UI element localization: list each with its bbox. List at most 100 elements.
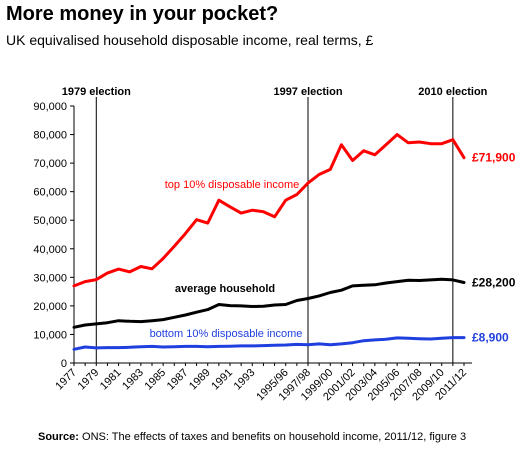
data-point [351,341,354,344]
data-point [95,323,98,325]
data-point [407,337,410,339]
data-point [396,133,398,136]
data-point [73,348,75,351]
data-point [440,142,443,145]
data-point [229,345,231,347]
data-point [429,279,432,281]
data-point [340,289,343,291]
data-point [151,345,153,348]
data-point [106,321,109,324]
data-point [206,308,209,311]
data-point [440,337,443,339]
source-note: Source: ONS: The effects of taxes and be… [38,431,466,443]
y-tick-label: 10,000 [33,329,67,341]
data-point [418,279,421,282]
election-label: 1979 election [62,86,131,98]
data-point [106,346,109,349]
data-point [151,267,153,270]
data-point [117,268,120,270]
data-point [262,210,265,213]
data-point [385,144,387,146]
data-point [184,314,187,316]
x-tick-label: 1981 [98,367,124,393]
data-point [162,257,164,260]
data-point [429,338,432,340]
data-point [140,345,142,348]
data-point [195,218,198,221]
data-point [463,336,465,339]
data-point [84,324,86,326]
data-point [296,193,298,196]
data-point [351,159,354,162]
data-point [407,142,410,144]
data-point [84,346,86,348]
series-end-label: £71,900 [472,151,516,165]
data-point [184,345,187,348]
election-label: 1997 election [273,86,342,98]
data-point [195,345,198,348]
data-point [418,337,421,340]
x-tick-label: 1987 [165,367,191,393]
series-line [72,277,466,329]
data-point [195,311,198,313]
data-point [329,343,332,346]
data-point [206,222,209,224]
data-point [284,344,287,346]
data-point [240,345,242,347]
series-line [72,336,466,351]
data-point [284,303,287,306]
series-end-label: £28,200 [472,275,516,289]
x-tick-label: 1989 [187,367,213,393]
data-point [251,345,254,347]
data-point [307,182,309,184]
series-end-label: £8,900 [472,331,509,345]
series-lines [72,133,466,351]
data-point [374,154,376,156]
data-point [318,173,320,176]
y-tick-label: 30,000 [33,272,67,284]
data-point [140,265,142,268]
data-point [262,305,265,307]
data-point [218,345,220,348]
data-point [173,345,176,348]
data-point [106,272,109,274]
source-label: Source: [38,431,79,443]
data-point [452,336,454,339]
data-point [385,338,387,341]
series-name-label: top 10% disposable income [165,179,300,191]
series-name-label: bottom 10% disposable income [150,328,303,340]
data-point [117,346,120,349]
data-point [128,320,131,323]
y-tick-label: 80,000 [33,130,67,142]
data-point [73,285,75,287]
y-tick-label: 60,000 [33,187,67,199]
data-point [329,168,332,171]
data-point [240,212,242,214]
y-tick-label: 20,000 [33,301,67,313]
data-point [385,282,387,284]
data-point [140,320,142,323]
data-point [184,232,187,235]
data-point [429,142,432,145]
data-point [463,281,465,284]
x-tick-label: 1991 [209,367,235,393]
data-point [362,339,365,342]
data-point [128,346,131,349]
election-label: 2010 election [418,86,487,98]
data-point [95,347,98,349]
y-tick-label: 40,000 [33,244,67,256]
data-point [452,279,454,281]
data-point [440,278,443,281]
data-point [128,271,131,273]
data-point [262,344,265,347]
data-point [340,343,343,345]
data-point [173,316,176,319]
data-point [374,339,376,341]
data-point [362,150,365,152]
data-point [374,283,376,286]
data-point [117,319,120,322]
data-point [218,303,220,306]
data-point [307,343,309,346]
series-name-label: average household [175,283,275,295]
data-point [452,138,454,141]
